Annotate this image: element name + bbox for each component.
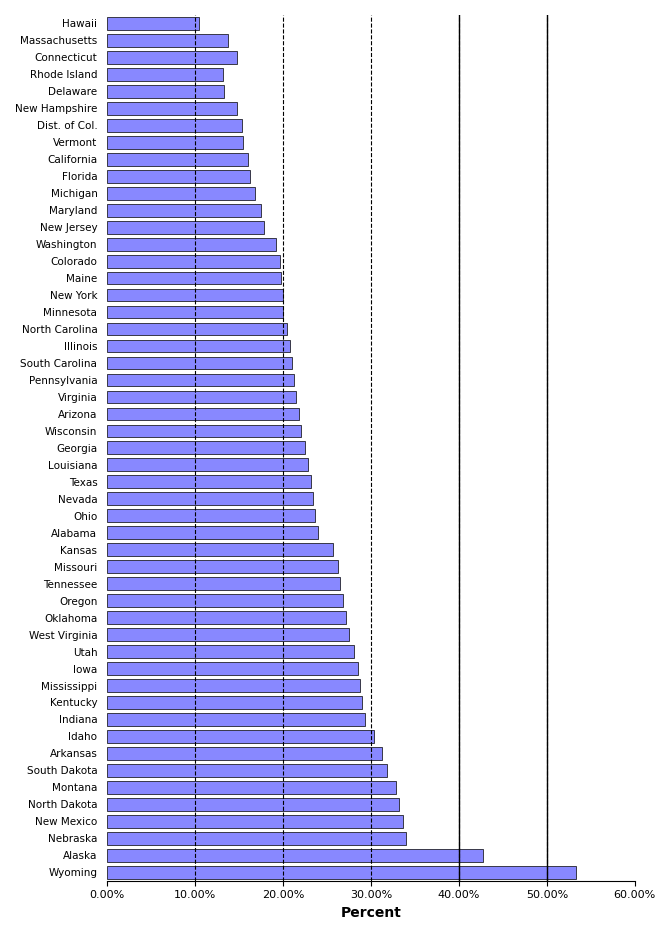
- Bar: [107, 595, 343, 607]
- Bar: [107, 51, 238, 64]
- Bar: [107, 697, 362, 709]
- Bar: [107, 441, 305, 454]
- Bar: [107, 34, 229, 47]
- X-axis label: Percent: Percent: [341, 906, 401, 920]
- Bar: [107, 136, 244, 149]
- Bar: [107, 611, 346, 624]
- Bar: [107, 187, 255, 199]
- Bar: [107, 628, 349, 641]
- Bar: [107, 645, 354, 658]
- Bar: [107, 102, 238, 115]
- Bar: [107, 254, 280, 267]
- Bar: [107, 798, 399, 811]
- Bar: [107, 679, 360, 692]
- Bar: [107, 68, 223, 80]
- Bar: [107, 170, 250, 182]
- Bar: [107, 237, 276, 251]
- Bar: [107, 832, 406, 844]
- Bar: [107, 458, 307, 471]
- Bar: [107, 510, 315, 522]
- Bar: [107, 339, 290, 352]
- Bar: [107, 747, 382, 760]
- Bar: [107, 272, 281, 284]
- Bar: [107, 815, 403, 827]
- Bar: [107, 374, 295, 386]
- Bar: [107, 323, 287, 336]
- Bar: [107, 577, 340, 590]
- Bar: [107, 356, 292, 369]
- Bar: [107, 526, 318, 539]
- Bar: [107, 493, 313, 505]
- Bar: [107, 560, 338, 573]
- Bar: [107, 781, 396, 794]
- Bar: [107, 85, 224, 98]
- Bar: [107, 475, 311, 488]
- Bar: [107, 662, 358, 675]
- Bar: [107, 204, 261, 217]
- Bar: [107, 306, 283, 319]
- Bar: [107, 730, 374, 742]
- Bar: [107, 866, 576, 879]
- Bar: [107, 713, 365, 726]
- Bar: [107, 543, 333, 556]
- Bar: [107, 153, 248, 165]
- Bar: [107, 764, 386, 777]
- Bar: [107, 424, 301, 438]
- Bar: [107, 391, 296, 403]
- Bar: [107, 221, 264, 234]
- Bar: [107, 119, 242, 132]
- Bar: [107, 408, 299, 420]
- Bar: [107, 17, 199, 30]
- Bar: [107, 289, 283, 301]
- Bar: [107, 849, 482, 862]
